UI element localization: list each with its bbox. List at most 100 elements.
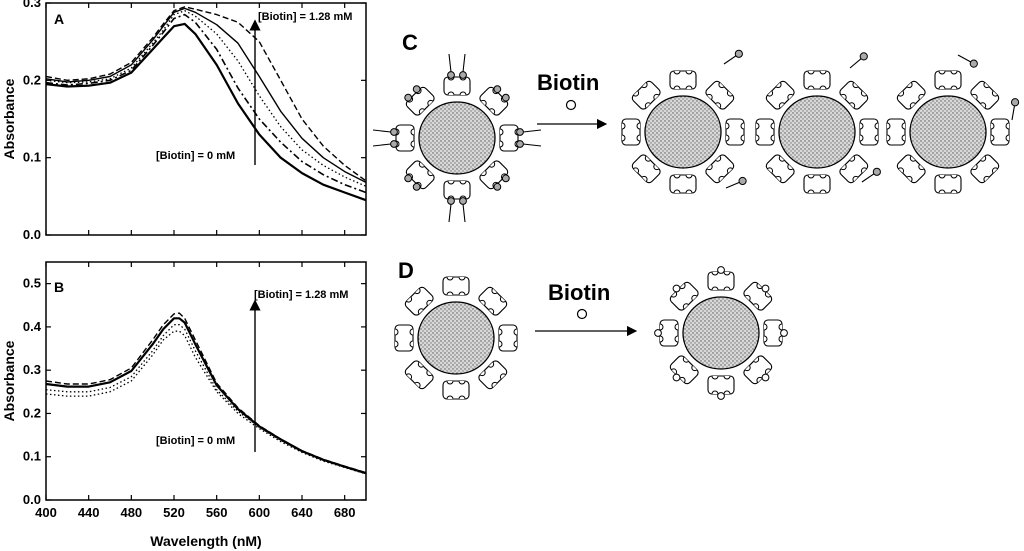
streptavidin-icon	[755, 118, 775, 146]
x-tick-label: 520	[163, 505, 185, 520]
y-axis-title-a: Absorbance	[1, 78, 17, 159]
streptavidin-icon	[765, 80, 795, 110]
y-tick-label: 0.2	[23, 72, 41, 87]
streptavidin-icon	[765, 154, 795, 184]
annotation-top-a: [Biotin] = 1.28 mM	[258, 11, 352, 23]
x-tick-label: 400	[35, 505, 57, 520]
streptavidin-icon	[763, 319, 783, 347]
bound-biotin-icon	[717, 392, 725, 400]
streptavidin-icon	[705, 154, 735, 184]
y-tick-label: 0.1	[23, 449, 41, 464]
streptavidin-icon	[990, 118, 1010, 146]
free-probe-head	[969, 59, 978, 68]
series-line-4	[45, 312, 367, 474]
series-line-3	[45, 10, 367, 187]
bound-biotin-icon	[654, 329, 662, 337]
streptavidin-icon	[404, 85, 435, 116]
plot-frame-a	[45, 2, 367, 236]
series-line-1	[45, 330, 367, 475]
y-tick-label: 0.0	[23, 227, 41, 242]
series-line-4	[45, 7, 367, 184]
x-tick-label: 600	[248, 505, 270, 520]
streptavidin-icon	[886, 118, 906, 146]
annotation-bottom-b: [Biotin] = 0 mM	[156, 435, 235, 447]
streptavidin-icon	[669, 174, 697, 194]
streptavidin-icon	[859, 118, 879, 146]
annotation-bottom-a: [Biotin] = 0 mM	[156, 150, 235, 162]
x-tick-label: 680	[334, 505, 356, 520]
bound-biotin-icon	[672, 373, 681, 382]
streptavidin-icon	[707, 375, 735, 395]
bound-biotin-icon	[780, 329, 788, 337]
streptavidin-icon	[659, 319, 679, 347]
x-ticks-a	[45, 3, 346, 235]
y-tick-label: 0.2	[23, 405, 41, 420]
streptavidin-icon	[896, 154, 926, 184]
streptavidin-icon	[669, 70, 697, 90]
streptavidin-icon	[743, 355, 773, 385]
streptavidin-icon	[498, 324, 518, 352]
streptavidin-icon	[669, 281, 699, 311]
free-probe-head	[738, 176, 747, 186]
x-tick-label: 640	[291, 505, 313, 520]
y-ticks-a: 0.0 0.1 0.2 0.3	[23, 0, 366, 242]
y-tick-label: 0.5	[23, 276, 41, 291]
streptavidin-icon	[404, 360, 434, 390]
series-line-3	[45, 317, 367, 475]
schematic-d: D Biotin	[394, 258, 788, 400]
nanoparticle-core	[778, 95, 856, 169]
panel-label-d: D	[398, 258, 414, 283]
streptavidin-icon	[479, 85, 510, 116]
nanoparticle-streptavidin-biotinylated	[372, 53, 542, 223]
bound-biotin-icon	[717, 266, 725, 274]
y-ticks-b: 0.0 0.1 0.2 0.3 0.4 0.5	[23, 276, 366, 507]
x-axis-title: Wavelength (nM)	[150, 533, 261, 549]
series-line-5	[45, 6, 367, 182]
streptavidin-icon	[803, 174, 831, 194]
nanoparticle-streptavidin	[394, 276, 518, 400]
free-probe-head	[859, 52, 868, 61]
streptavidin-icon	[707, 271, 735, 291]
series-group-b	[45, 312, 367, 475]
nanoparticle-core	[644, 95, 722, 169]
streptavidin-icon	[443, 53, 471, 96]
streptavidin-icon	[478, 286, 508, 316]
bound-biotin-icon	[672, 284, 681, 293]
panel-label-c: C	[402, 30, 418, 55]
streptavidin-icon	[631, 154, 661, 184]
y-tick-label: 0.3	[23, 0, 41, 10]
x-ticks-b: 400 440 480 520 560 600 640 680	[35, 262, 356, 520]
streptavidin-icon	[478, 360, 508, 390]
streptavidin-icon	[404, 286, 434, 316]
series-line-2	[45, 13, 367, 194]
y-axis-title-b: Absorbance	[1, 340, 17, 421]
streptavidin-icon	[442, 276, 470, 296]
streptavidin-icon	[896, 80, 926, 110]
series-line-2	[45, 324, 367, 475]
streptavidin-icon	[839, 80, 869, 110]
free-probe-head	[734, 49, 743, 58]
streptavidin-icon	[442, 380, 470, 400]
x-tick-label: 440	[78, 505, 100, 520]
nanoparticle-core	[417, 301, 495, 375]
series-line-1	[45, 22, 367, 202]
streptavidin-icon	[970, 154, 1000, 184]
streptavidin-icon	[970, 80, 1000, 110]
chart-panel-a: 0.0 0.1 0.2 0.3 A Absorbance [Biotin] = 1.2…	[1, 0, 367, 242]
series-group-a	[45, 6, 367, 202]
streptavidin-icon	[934, 70, 962, 90]
streptavidin-icon	[803, 70, 831, 90]
streptavidin-icon	[725, 118, 745, 146]
free-probe-head	[872, 167, 881, 176]
streptavidin-icon	[499, 124, 542, 152]
streptavidin-icon	[631, 80, 661, 110]
panel-label-b: B	[54, 279, 64, 295]
bound-biotin-icon	[761, 373, 770, 382]
nanoparticle-product-group	[621, 49, 1020, 194]
x-tick-label: 480	[120, 505, 142, 520]
nanoparticle-core	[682, 296, 760, 370]
streptavidin-icon	[839, 154, 869, 184]
biotin-molecule-icon	[565, 99, 577, 111]
streptavidin-icon	[934, 174, 962, 194]
streptavidin-icon	[394, 324, 414, 352]
